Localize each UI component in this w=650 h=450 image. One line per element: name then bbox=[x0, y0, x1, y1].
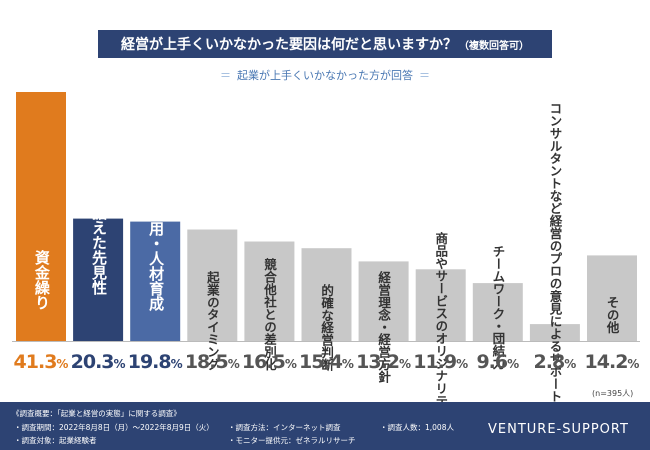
sample-size-note: (n=395人) bbox=[592, 389, 634, 398]
bar-label-4-line-1: 差別化 bbox=[261, 332, 277, 371]
chart-title-main: 経営が上手くいかなかった要因は何だと思いますか？ bbox=[121, 37, 457, 53]
footer-target: ・調査対象：起業経験者 bbox=[14, 436, 97, 445]
bar-label-10: その他 bbox=[587, 296, 637, 335]
value-label-3: 18.5% bbox=[182, 351, 242, 373]
bar-10 bbox=[587, 255, 637, 341]
bar-label-4: 競合他社との 差別化 bbox=[244, 257, 294, 371]
bar-7 bbox=[415, 269, 466, 341]
bar-label-9-line-1: 意見によるサポート bbox=[547, 289, 563, 403]
value-label-unit-4: % bbox=[284, 357, 297, 371]
bar-1 bbox=[73, 218, 124, 341]
bar-5 bbox=[301, 248, 352, 341]
bar-label-1-line-0: 時代・時勢を bbox=[89, 100, 108, 190]
value-label-number-4: 16.5 bbox=[241, 351, 286, 373]
bar-label-9-line-0: コンサルタントなど経営のプロの bbox=[547, 102, 563, 290]
bar-label-0: 資金繰り bbox=[16, 250, 66, 335]
bar-label-1: 時代・時勢を 見据えた先見性 bbox=[73, 100, 123, 335]
chart-subtitle: ＝ 起業が上手くいかなかった方が回答 ＝ bbox=[0, 67, 650, 83]
survey-footer: 《調査概要：「起業と経営の実態」に関する調査》 ・調査期間：2022年8月8日（… bbox=[0, 402, 650, 450]
subtitle-text: 起業が上手くいかなかった方が回答 bbox=[237, 69, 413, 82]
bar-2 bbox=[130, 221, 181, 341]
value-label-8: 9.6% bbox=[468, 351, 528, 373]
value-label-unit-6: % bbox=[399, 357, 412, 371]
bar-4 bbox=[244, 241, 295, 341]
bar-label-10-line-0: その他 bbox=[604, 296, 620, 334]
value-label-number-0: 41.3 bbox=[13, 351, 58, 373]
value-label-5: 15.4% bbox=[297, 351, 357, 373]
bar-6 bbox=[358, 261, 409, 341]
bar-label-5-line-0: 的確な bbox=[319, 283, 335, 322]
bar-label-7-line-0: 商品やサービスの bbox=[433, 232, 449, 332]
bar-label-1-line-1: 見据えた先見性 bbox=[89, 190, 108, 295]
value-label-number-10: 14.2 bbox=[584, 351, 629, 373]
footer-period: ・調査期間：2022年8月8日（月）〜2022年8月9日（火） bbox=[14, 423, 214, 432]
bar-label-8-line-0: チームワーク・ bbox=[490, 244, 506, 333]
value-label-0: 41.3% bbox=[11, 351, 71, 373]
bar-label-3: 起業の タイミング bbox=[187, 270, 237, 371]
footer-method: ・調査方法：インターネット調査 bbox=[228, 423, 341, 432]
value-label-number-6: 13.2 bbox=[356, 351, 400, 373]
brand-logo-text: VENTURE-SUPPORT bbox=[488, 422, 629, 437]
value-label-7: 11.9% bbox=[411, 351, 471, 373]
value-label-unit-0: % bbox=[56, 357, 69, 371]
subtitle-mark-right: ＝ bbox=[419, 69, 430, 82]
bar-label-6-line-1: 経営方針 bbox=[376, 333, 392, 384]
value-label-number-8: 9.6 bbox=[476, 351, 508, 373]
bar-label-2: 採用・人材育成 bbox=[130, 206, 180, 335]
value-label-6: 13.2% bbox=[354, 351, 414, 373]
bar-chart bbox=[12, 92, 640, 342]
bar-label-2-line-0: 採用・人材育成 bbox=[147, 206, 166, 311]
value-label-unit-9: % bbox=[564, 357, 577, 371]
value-label-number-3: 18.5 bbox=[184, 351, 229, 373]
footer-overview: 《調査概要：「起業と経営の実態」に関する調査》 bbox=[12, 409, 181, 418]
bar-9 bbox=[529, 324, 580, 341]
bar-0 bbox=[16, 92, 66, 341]
value-label-number-9: 2.8 bbox=[533, 351, 566, 373]
value-label-unit-2: % bbox=[170, 357, 183, 371]
value-label-2: 19.8% bbox=[125, 351, 185, 373]
bar-label-0-line-0: 資金繰り bbox=[32, 250, 51, 310]
subtitle-mark-left: ＝ bbox=[220, 69, 231, 82]
bar-label-8-line-1: 団結力 bbox=[490, 332, 506, 370]
bar-label-5: 的確な 経営判断 bbox=[302, 283, 352, 372]
bar-label-7: 商品やサービスの オリジナリティ bbox=[416, 232, 466, 420]
footer-count: ・調査人数：1,008人 bbox=[380, 423, 454, 432]
value-label-unit-7: % bbox=[456, 357, 469, 371]
bar-8 bbox=[472, 283, 523, 341]
value-label-number-1: 20.3 bbox=[70, 351, 115, 373]
value-label-number-2: 19.8 bbox=[127, 351, 172, 373]
value-label-10: 14.2% bbox=[582, 351, 642, 373]
footer-provider: ・モニター提供元：ゼネラルリサーチ bbox=[228, 436, 356, 445]
bar-label-4-line-0: 競合他社との bbox=[261, 257, 277, 333]
bar-label-8: チームワーク・ 団結力 bbox=[473, 244, 523, 370]
value-label-unit-10: % bbox=[627, 357, 640, 371]
bar-label-5-line-1: 経営判断 bbox=[319, 321, 335, 371]
chart-title-suffix: （複数回答可） bbox=[459, 40, 529, 52]
value-label-4: 16.5% bbox=[239, 351, 299, 373]
bar-label-9: コンサルタントなど経営のプロの 意見によるサポート bbox=[530, 102, 580, 402]
bar-label-6-line-0: 経営理念・ bbox=[376, 270, 392, 334]
bar-3 bbox=[187, 229, 238, 341]
bar-label-6: 経営理念・ 経営方針 bbox=[359, 270, 409, 384]
value-label-unit-1: % bbox=[113, 357, 126, 371]
bar-label-3-line-1: タイミング bbox=[204, 308, 220, 371]
value-label-unit-3: % bbox=[227, 357, 240, 371]
bar-label-7-line-1: オリジナリティ bbox=[433, 332, 449, 420]
bar-label-3-line-0: 起業の bbox=[204, 270, 220, 309]
value-label-number-7: 11.9 bbox=[413, 351, 457, 373]
chart-title: 経営が上手くいかなかった要因は何だと思いますか？ （複数回答可） bbox=[98, 30, 552, 58]
value-label-unit-8: % bbox=[507, 357, 520, 371]
value-label-1: 20.3% bbox=[68, 351, 128, 373]
value-label-unit-5: % bbox=[341, 357, 354, 371]
value-label-number-5: 15.4 bbox=[299, 351, 343, 373]
value-label-9: 2.8% bbox=[525, 351, 585, 373]
